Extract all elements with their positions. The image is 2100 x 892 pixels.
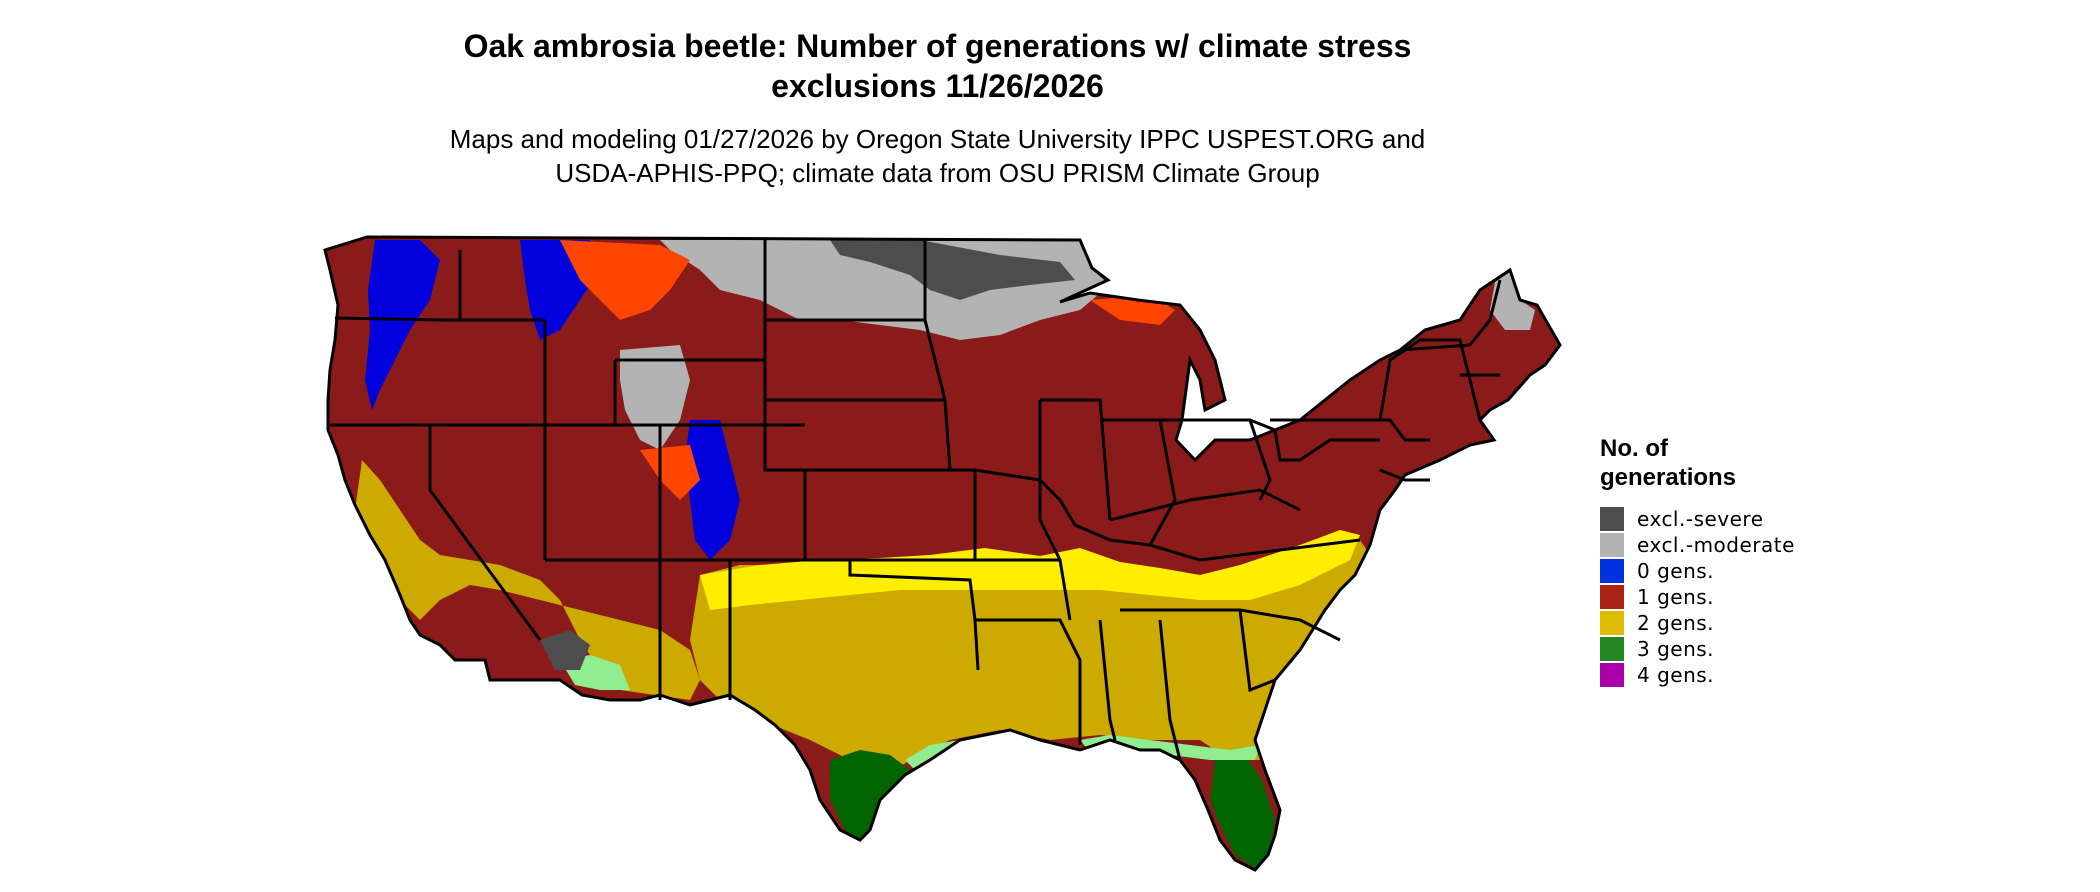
legend-label: 2 gens. — [1637, 611, 1715, 635]
legend-label: 1 gens. — [1637, 585, 1715, 609]
legend-label: excl.-severe — [1637, 507, 1764, 531]
florida-three-gen — [1210, 755, 1275, 868]
legend-title: No. of generations — [1600, 434, 1795, 492]
legend-swatch — [1600, 507, 1624, 531]
legend-item: excl.-severe — [1600, 506, 1795, 532]
legend-swatch — [1600, 611, 1624, 635]
legend-title-line1: No. of — [1600, 435, 1668, 462]
rockies-zero-gen — [365, 240, 440, 410]
legend-rows: excl.-severe excl.-moderate 0 gens. 1 gens.… — [1600, 506, 1795, 688]
colorado-zero-gen — [685, 420, 740, 560]
gulf-coast-light-green-2 — [1080, 735, 1260, 760]
texas-three-gen — [830, 750, 910, 845]
legend-item: 2 gens. — [1600, 610, 1795, 636]
legend-swatch — [1600, 637, 1624, 661]
minnesota-excl-severe — [830, 240, 1075, 300]
legend-item: 1 gens. — [1600, 584, 1795, 610]
rockies-orange — [560, 240, 690, 320]
arizona-excl-severe — [540, 630, 590, 670]
map-subtitle-line1: Maps and modeling 01/27/2026 by Oregon S… — [449, 124, 1426, 154]
us-generations-map — [323, 235, 1562, 872]
legend-title-line2: generations — [1600, 464, 1737, 491]
map-subtitle-line2: USDA-APHIS-PPQ; climate data from OSU PR… — [555, 158, 1320, 188]
legend-swatch — [1600, 533, 1624, 557]
colorado-orange — [640, 445, 700, 500]
map-legend: No. of generations excl.-severe excl.-mod… — [1600, 434, 1795, 688]
map-title-line2: exclusions 11/26/2026 — [771, 68, 1104, 104]
maine-excl-moderate — [1490, 272, 1535, 330]
legend-swatch — [1600, 663, 1624, 687]
legend-item: 3 gens. — [1600, 636, 1795, 662]
legend-item: 4 gens. — [1600, 662, 1795, 688]
legend-item: 0 gens. — [1600, 558, 1795, 584]
legend-item: excl.-moderate — [1600, 532, 1795, 558]
legend-label: 0 gens. — [1637, 559, 1715, 583]
legend-swatch — [1600, 585, 1624, 609]
legend-label: 3 gens. — [1637, 637, 1715, 661]
map-title-line1: Oak ambrosia beetle: Number of generatio… — [463, 28, 1412, 64]
two-gen-fringe — [700, 530, 1360, 610]
legend-label: excl.-moderate — [1637, 533, 1795, 557]
legend-swatch — [1600, 559, 1624, 583]
state-boundaries — [323, 235, 1562, 872]
california-two-gen — [355, 460, 700, 700]
legend-label: 4 gens. — [1637, 663, 1715, 687]
